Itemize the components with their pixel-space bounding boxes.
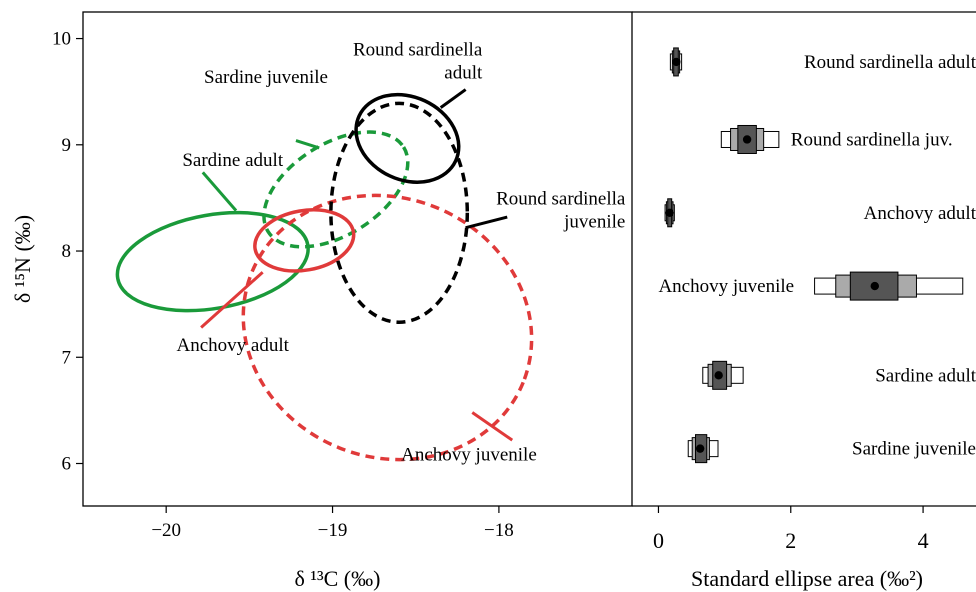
ellipse-round-sardinella-adult [354, 92, 461, 184]
label-line: Round sardinella [496, 188, 626, 209]
leader-round-sardinella-adult [439, 88, 467, 109]
x-axis-title: δ ¹³C (‰) [295, 566, 381, 591]
area-axis-title: Standard ellipse area (‰²) [691, 566, 923, 591]
mode-point [870, 281, 879, 291]
mode-point [742, 135, 752, 144]
area-tick-label-0: 0 [653, 528, 664, 553]
area-tick-label-2: 2 [785, 528, 796, 553]
interval-round-sardinella-juv [720, 124, 780, 154]
y-tick-label-6: 6 [62, 454, 72, 475]
leader-anchovy-adult [200, 271, 264, 329]
ellipse-sardine-adult [115, 210, 310, 313]
leader-sardine-juvenile [295, 139, 320, 150]
ellipse-round-sardinella-juvenile [329, 101, 470, 324]
label-anchovy-adult: Anchovy adult [177, 335, 290, 356]
area-tick-label-4: 4 [918, 528, 929, 553]
interval-anchovy-adult [664, 198, 675, 228]
label-line: Sardine adult [182, 150, 284, 171]
x-tick-label--19: −19 [318, 520, 348, 541]
y-tick-label-10: 10 [52, 29, 71, 50]
label-line: juvenile [563, 211, 625, 232]
y-axis-title: δ ¹⁵N (‰) [10, 215, 35, 303]
label-round-sardinella-adult: Round sardinella adult [353, 40, 483, 84]
leader-round-sardinella-juvenile [465, 215, 508, 230]
ellipse-area-chart: 0 2 4 Standard ellipse area (‰²) Round sardi… [632, 11, 976, 591]
area-label-anchovy-juvenile: Anchovy juvenile [658, 276, 794, 297]
label-line: adult [444, 63, 483, 84]
label-line: Sardine juvenile [204, 67, 328, 88]
left-plot-frame [82, 11, 633, 507]
label-sardine-adult: Sardine adult [182, 150, 284, 171]
x-tick-label--18: −18 [484, 520, 514, 541]
leader-anchovy-juvenile [471, 411, 514, 442]
area-label-sardine-adult: Sardine adult [875, 365, 976, 386]
interval-sardine-juvenile [687, 434, 719, 464]
interval-anchovy-juvenile [814, 271, 964, 301]
label-line: Anchovy juvenile [401, 444, 537, 465]
y-tick-label-7: 7 [62, 347, 72, 368]
mode-point [672, 57, 681, 67]
x-tick-label--20: −20 [151, 520, 181, 541]
label-line: Round sardinella [353, 40, 483, 61]
ellipse-anchovy-adult [253, 208, 356, 273]
y-tick-label-8: 8 [62, 241, 72, 262]
interval-round-sardinella-adult [669, 47, 683, 77]
label-round-sardinella-juvenile: Round sardinella juvenile [496, 188, 626, 232]
leader-sardine-adult [201, 171, 238, 212]
mode-point [714, 371, 723, 380]
interval-sardine-adult [702, 360, 744, 390]
mode-point [665, 208, 674, 217]
area-label-anchovy-adult: Anchovy adult [864, 203, 976, 224]
isotope-biplot: 6 7 8 9 10 −20 −19 −18 δ ¹³C (‰) δ ¹⁵N (‰) Sardine… [10, 11, 633, 591]
area-label-round-sardinella-juv: Round sardinella juv. [791, 129, 953, 150]
y-tick-label-9: 9 [62, 135, 72, 156]
area-label-sardine-juvenile: Sardine juvenile [852, 439, 976, 460]
ellipse-anchovy-juvenile [241, 193, 534, 462]
ellipse-sardine-juvenile [262, 130, 410, 249]
label-anchovy-juvenile: Anchovy juvenile [401, 444, 537, 465]
area-label-round-sardinella-adult: Round sardinella adult [804, 52, 976, 73]
mode-point [695, 444, 705, 453]
label-line: Anchovy adult [177, 335, 290, 356]
label-sardine-juvenile: Sardine juvenile [204, 67, 328, 88]
